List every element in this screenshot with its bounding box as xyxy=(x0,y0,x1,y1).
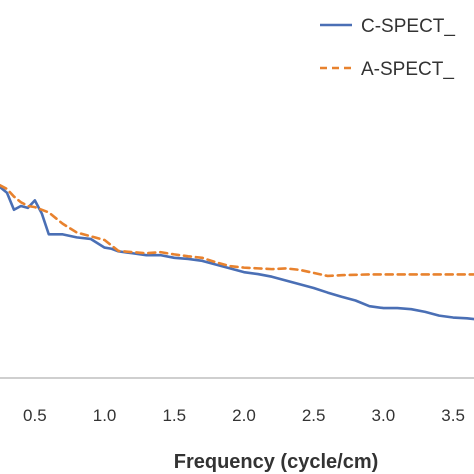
x-axis-title: Frequency (cycle/cm) xyxy=(174,451,379,473)
x-tick-labels: 0.5 1.0 1.5 2.0 2.5 3.0 3.5 xyxy=(23,406,465,425)
x-tick-label: 2.0 xyxy=(232,406,256,425)
x-tick-label: 3.5 xyxy=(441,406,465,425)
series-line-1 xyxy=(0,185,474,321)
x-tick-label: 0.5 xyxy=(23,406,47,425)
x-tick-label: 1.0 xyxy=(93,406,117,425)
x-tick-label: 1.5 xyxy=(162,406,186,425)
legend: C-SPECT_ A-SPECT_ xyxy=(320,16,455,80)
x-tick-label: 2.5 xyxy=(302,406,326,425)
plot-lines xyxy=(0,183,474,321)
x-tick-label: 3.0 xyxy=(372,406,396,425)
legend-label: A-SPECT_ xyxy=(361,59,454,80)
legend-label: C-SPECT_ xyxy=(361,16,455,37)
series-line-2 xyxy=(0,183,474,278)
